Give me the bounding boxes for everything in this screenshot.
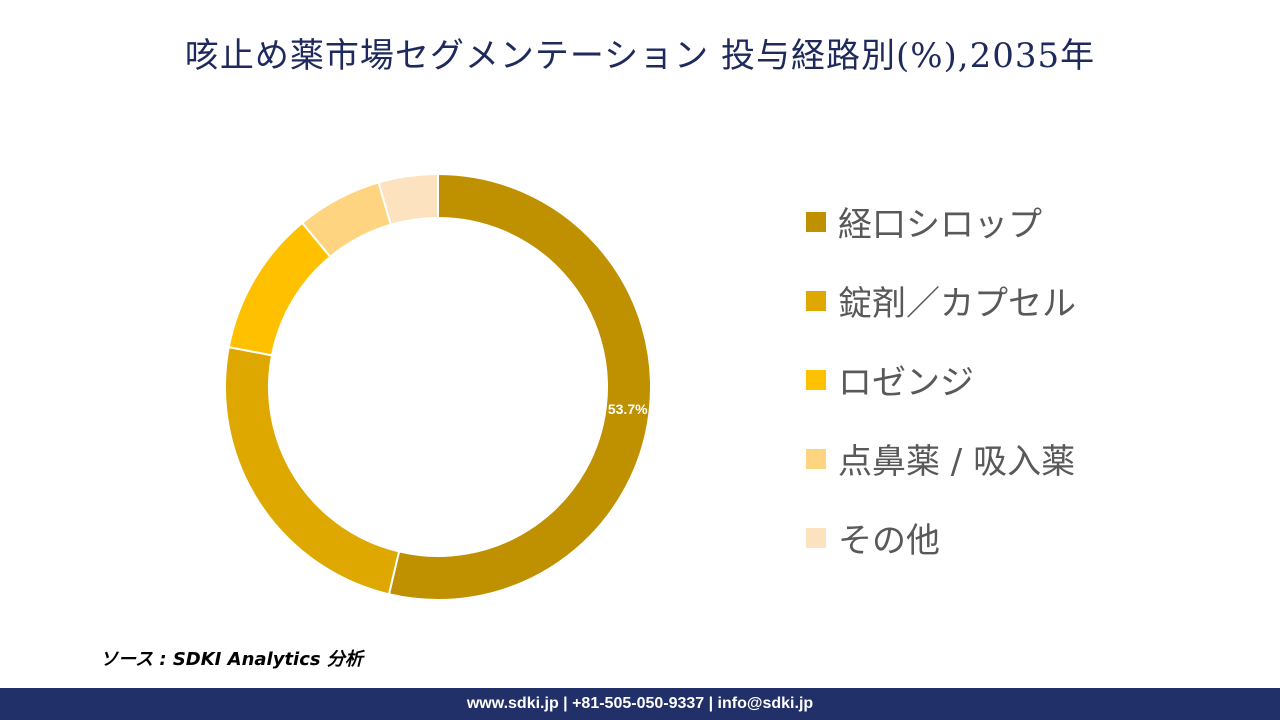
legend-swatch [806, 448, 826, 469]
data-label-1: 53.7% [608, 401, 648, 417]
source-note: ソース : SDKI Analytics 分析 [100, 649, 363, 670]
legend-swatch [806, 290, 826, 311]
legend-label: 錠剤／カプセル [838, 284, 1076, 324]
donut-slice-2 [224, 345, 401, 596]
legend-swatch [806, 527, 826, 548]
legend-swatch [806, 369, 826, 390]
chart-title: 咳止め薬市場セグメンテーション 投与経路別(%),2035年 [184, 36, 1096, 76]
chart-legend: 経口シロップ 錠剤／カプセル ロゼンジ点鼻薬 / 吸入薬 その他 [806, 182, 1266, 577]
legend-swatch [806, 211, 826, 232]
donut-slice-1 [387, 172, 652, 601]
donut-chart: 53.7% [224, 172, 652, 601]
legend-label: その他 [838, 521, 940, 561]
legend-item: 経口シロップ [806, 182, 1266, 261]
legend-label: ロゼンジ [838, 363, 974, 403]
legend-item: 点鼻薬 / 吸入薬 [806, 419, 1266, 498]
legend-item: その他 [806, 498, 1266, 577]
footer-contact-bar: www.sdki.jp | +81-505-050-9337 | info@sd… [0, 688, 1280, 720]
legend-label: 点鼻薬 / 吸入薬 [838, 442, 1076, 482]
donut-slice-5 [377, 172, 439, 226]
donut-slice-3 [227, 221, 332, 357]
legend-item: ロゼンジ [806, 340, 1266, 419]
legend-item: 錠剤／カプセル [806, 261, 1266, 340]
legend-label: 経口シロップ [838, 205, 1042, 245]
